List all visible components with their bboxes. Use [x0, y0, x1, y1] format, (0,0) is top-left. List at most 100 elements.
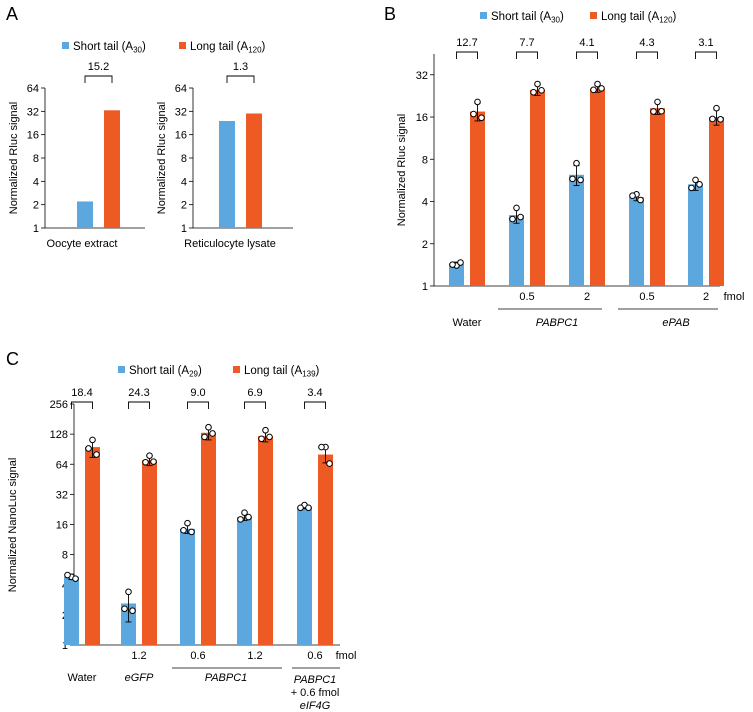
x-category-label: eIF4G [300, 700, 331, 712]
bar-group: 4.12 [569, 37, 605, 303]
replicate-point [305, 504, 312, 512]
bar-long-tail [104, 110, 120, 228]
replicate-point [474, 98, 481, 106]
replicate-point [709, 115, 716, 123]
replicate-point [594, 80, 601, 88]
replicate-point [509, 215, 516, 223]
legend-label-short: Short tail (A29) [129, 365, 202, 379]
replicate-point [142, 458, 149, 466]
y-tick-label: 16 [175, 130, 187, 142]
bar-short-tail [569, 174, 584, 286]
legend-label-short: Short tail (A30) [73, 41, 146, 55]
ratio-bracket [636, 51, 658, 59]
y-tick-label: 4 [181, 176, 187, 188]
ratio-bracket [226, 75, 255, 83]
amount-label: 1.2 [247, 650, 262, 662]
replicate-point [573, 159, 580, 167]
legend: Short tail (A30) Long tail (A120) [62, 41, 266, 55]
replicate-point [713, 104, 720, 112]
y-axis-label: Normalized Rluc signal [396, 114, 408, 227]
bar-group: 18.4 [64, 387, 100, 645]
replicate-point [318, 443, 325, 451]
replicate-point [513, 204, 520, 212]
replicate-point [237, 516, 244, 523]
legend: Short tail (A30) Long tail (A120) [480, 11, 677, 25]
replicate-point [692, 176, 699, 184]
bar-group: 3.12 [688, 37, 724, 303]
bar-short-tail [297, 506, 312, 645]
legend-swatch-long [179, 42, 186, 49]
x-category-label: PABPC1 [205, 672, 248, 684]
y-tick-label: 32 [56, 489, 68, 501]
x-category-label: eGFP [125, 672, 154, 684]
ratio-label: 1.3 [233, 61, 248, 73]
bar-long-tail [470, 111, 485, 286]
bar-short-tail [64, 576, 79, 645]
amount-label: 0.6 [190, 650, 205, 662]
ratio-label: 7.7 [519, 37, 534, 49]
replicate-point [449, 261, 456, 268]
bar-short-tail [449, 264, 464, 286]
bar-long-tail [85, 447, 100, 645]
legend-label-short: Short tail (A30) [491, 11, 564, 25]
panel-letter-A: A [6, 4, 18, 24]
bar-short-tail [237, 517, 252, 645]
replicate-point [180, 527, 187, 534]
ratio-label: 9.0 [190, 387, 205, 399]
amount-label: 0.5 [639, 291, 654, 303]
replicate-point [538, 87, 545, 94]
y-tick-label: 64 [27, 83, 39, 95]
replicate-point [637, 196, 644, 204]
y-tick-label: 1 [33, 223, 39, 235]
legend-swatch-short [62, 42, 69, 49]
legend-swatch-long [590, 12, 597, 19]
bar-group: 24.3 1.2 [121, 387, 157, 662]
replicate-point [590, 86, 597, 94]
bar-long-tail [142, 460, 157, 645]
ratio-bracket [71, 401, 93, 409]
replicate-point [598, 85, 605, 92]
y-tick-label: 16 [56, 520, 68, 532]
replicate-point [577, 176, 584, 184]
y-tick-label: 2 [422, 239, 428, 251]
y-tick-label: 4 [422, 197, 428, 209]
y-tick-label: 1 [62, 640, 68, 652]
ratio-label: 15.2 [88, 61, 109, 73]
y-tick-label: 4 [33, 176, 39, 188]
replicate-point [266, 433, 273, 441]
x-category-label: Oocyte extract [47, 238, 118, 250]
ratio-label: 6.9 [247, 387, 262, 399]
amount-label: 0.6 [307, 650, 322, 662]
ratio-bracket [456, 51, 478, 59]
replicate-point [209, 430, 216, 437]
bar-long-tail [258, 436, 273, 645]
legend-swatch-short [480, 12, 487, 19]
panel-letter-B: B [384, 4, 396, 24]
amount-label: 1.2 [131, 650, 146, 662]
legend-label-long: Long tail (A139) [244, 365, 320, 379]
replicate-point [93, 451, 100, 458]
y-axis-label: Normalized Rluc signal [8, 102, 20, 215]
bar-long-tail [246, 113, 262, 228]
x-category-label: PABPC1 [294, 674, 337, 686]
replicate-point [241, 509, 248, 516]
ratio-bracket [695, 51, 717, 59]
ratio-bracket [576, 51, 598, 59]
replicate-point [457, 259, 464, 266]
y-tick-label: 1 [422, 281, 428, 293]
x-category-label: Reticulocyte lysate [184, 238, 276, 250]
legend-swatch-long [233, 366, 240, 373]
y-tick-label: 1 [181, 223, 187, 235]
replicate-point [470, 110, 477, 118]
replicate-point [146, 452, 153, 459]
legend-swatch-short [118, 366, 125, 373]
y-axis-label: Normalized Rluc signal [156, 102, 168, 215]
ratio-label: 3.1 [698, 37, 713, 49]
amount-label: 2 [584, 291, 590, 303]
ratio-label: 18.4 [71, 387, 92, 399]
bar-group: 3.4 0.6 [297, 387, 333, 662]
bar-short-tail [77, 201, 93, 228]
replicate-point [629, 192, 636, 200]
replicate-point [517, 213, 524, 221]
